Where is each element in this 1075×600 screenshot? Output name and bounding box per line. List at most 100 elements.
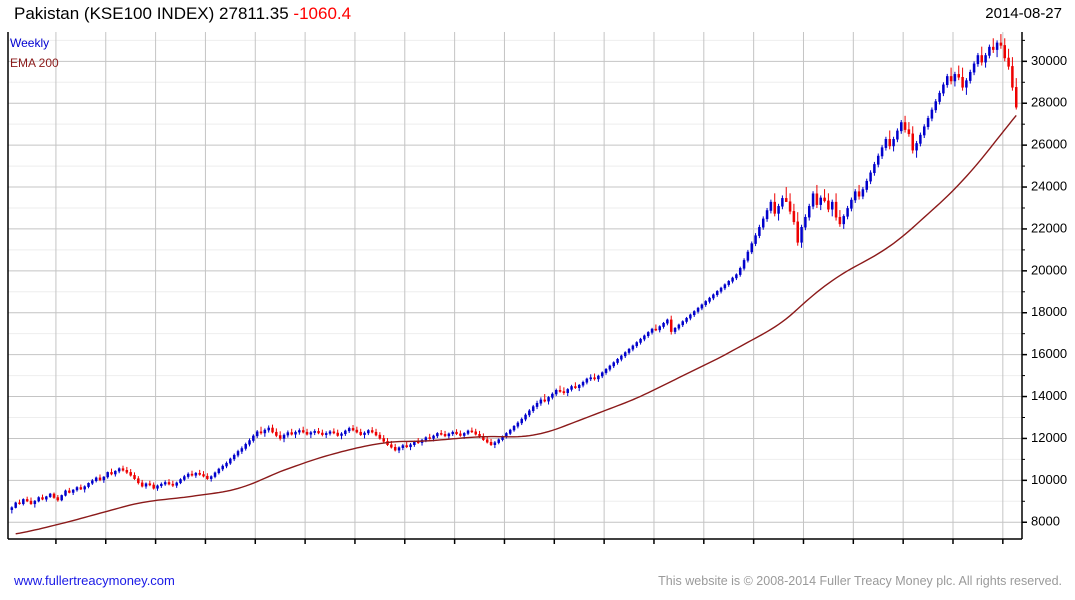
candle-body: [574, 386, 577, 388]
candle-body: [424, 437, 428, 441]
candle-body: [144, 483, 148, 487]
candle-body: [692, 311, 696, 316]
candle-body: [658, 326, 661, 331]
candle-body: [240, 448, 244, 452]
candle-body: [689, 314, 692, 319]
candle-body: [14, 502, 17, 508]
candle-body: [409, 444, 412, 448]
candle-body: [930, 109, 934, 119]
y-tick-label: 12000: [1031, 430, 1067, 445]
candle-body: [485, 439, 489, 443]
candle-body: [202, 474, 205, 477]
candle-body: [221, 465, 224, 470]
price-change: -1060.4: [293, 4, 352, 23]
candle-body: [163, 482, 167, 485]
candle-body: [110, 472, 113, 475]
candle-body: [949, 76, 953, 82]
candle-body: [186, 473, 190, 477]
candle-body: [769, 201, 773, 211]
candle-body: [56, 497, 60, 501]
candle-body: [520, 418, 523, 424]
candle-body: [627, 348, 631, 353]
candle-body: [723, 284, 727, 289]
candle-body: [646, 332, 650, 337]
candle-body: [443, 433, 447, 437]
candle-body: [869, 172, 872, 182]
y-tick-label: 10000: [1031, 472, 1067, 487]
candle-body: [301, 430, 305, 433]
candle-body: [620, 355, 623, 360]
candle-body: [317, 431, 320, 434]
candle-body: [397, 447, 401, 451]
candle-body: [466, 430, 470, 434]
candle-body: [666, 319, 669, 324]
candle-body: [842, 216, 845, 225]
candle-body: [390, 444, 393, 448]
candlestick-chart-svg: 8000 10000 12000 14000 16000 18000 20000 22000 2…: [7, 32, 1067, 544]
candle-body: [965, 80, 968, 88]
y-tick-label: 18000: [1031, 304, 1067, 319]
candle-body: [995, 42, 999, 50]
candle-body: [167, 482, 171, 485]
candle-body: [922, 126, 926, 136]
candle-body: [455, 431, 458, 435]
candle-body: [324, 433, 328, 435]
candle-body: [934, 101, 937, 111]
candle-body: [899, 122, 903, 132]
candle-body: [919, 134, 922, 144]
chart-axes: [7, 32, 1023, 540]
candle-body: [117, 468, 121, 472]
y-axis-ticks: 8000 10000 12000 14000 16000 18000 20000 22000 2…: [1022, 39, 1067, 529]
candle-body: [777, 206, 780, 214]
candle-body: [64, 490, 67, 496]
y-tick-label: 30000: [1031, 53, 1067, 68]
candle-body: [738, 268, 742, 275]
candle-body: [29, 500, 33, 505]
candle-body: [286, 432, 290, 436]
candle-body: [784, 198, 788, 202]
site-url-link[interactable]: www.fullertreacymoney.com: [14, 573, 175, 588]
candle-body: [428, 437, 431, 439]
candle-body: [850, 199, 853, 209]
candle-body: [378, 434, 382, 439]
candle-body: [781, 198, 784, 207]
candle-body: [600, 372, 604, 377]
candle-body: [497, 439, 500, 443]
candle-body: [834, 201, 838, 218]
candle-body: [903, 122, 907, 130]
candle-body: [727, 281, 730, 285]
candle-body: [811, 193, 815, 207]
candle-body: [551, 393, 554, 398]
candle-body: [827, 200, 830, 210]
copyright-notice: This website is © 2008-2014 Fuller Treac…: [658, 574, 1062, 588]
candle-body: [309, 432, 313, 435]
candle-body: [735, 274, 738, 279]
candle-body: [68, 490, 71, 493]
candle-body: [585, 378, 589, 383]
candle-body: [213, 472, 217, 477]
candle-body: [815, 193, 819, 205]
candle-body: [98, 477, 102, 481]
instrument-title: Pakistan (KSE100 INDEX) 27811.35: [14, 4, 289, 23]
candle-body: [328, 431, 332, 434]
candle-body: [436, 433, 439, 437]
candle-body: [332, 431, 336, 434]
candle-body: [60, 495, 63, 501]
candle-body: [382, 438, 385, 442]
y-tick-label: 28000: [1031, 95, 1067, 110]
candle-body: [873, 164, 876, 174]
candle-body: [401, 445, 405, 448]
candle-body: [114, 470, 117, 475]
candle-body: [489, 441, 493, 445]
candle-body: [589, 377, 592, 380]
candle-body: [271, 427, 274, 433]
candle-body: [33, 500, 37, 505]
candle-body: [597, 375, 600, 380]
candle-body: [91, 480, 94, 484]
candle-body: [259, 431, 263, 434]
candle-body: [957, 74, 960, 78]
candle-body: [543, 399, 546, 402]
candle-body: [681, 321, 684, 326]
candle-body: [190, 473, 194, 476]
candle-body: [217, 468, 221, 474]
